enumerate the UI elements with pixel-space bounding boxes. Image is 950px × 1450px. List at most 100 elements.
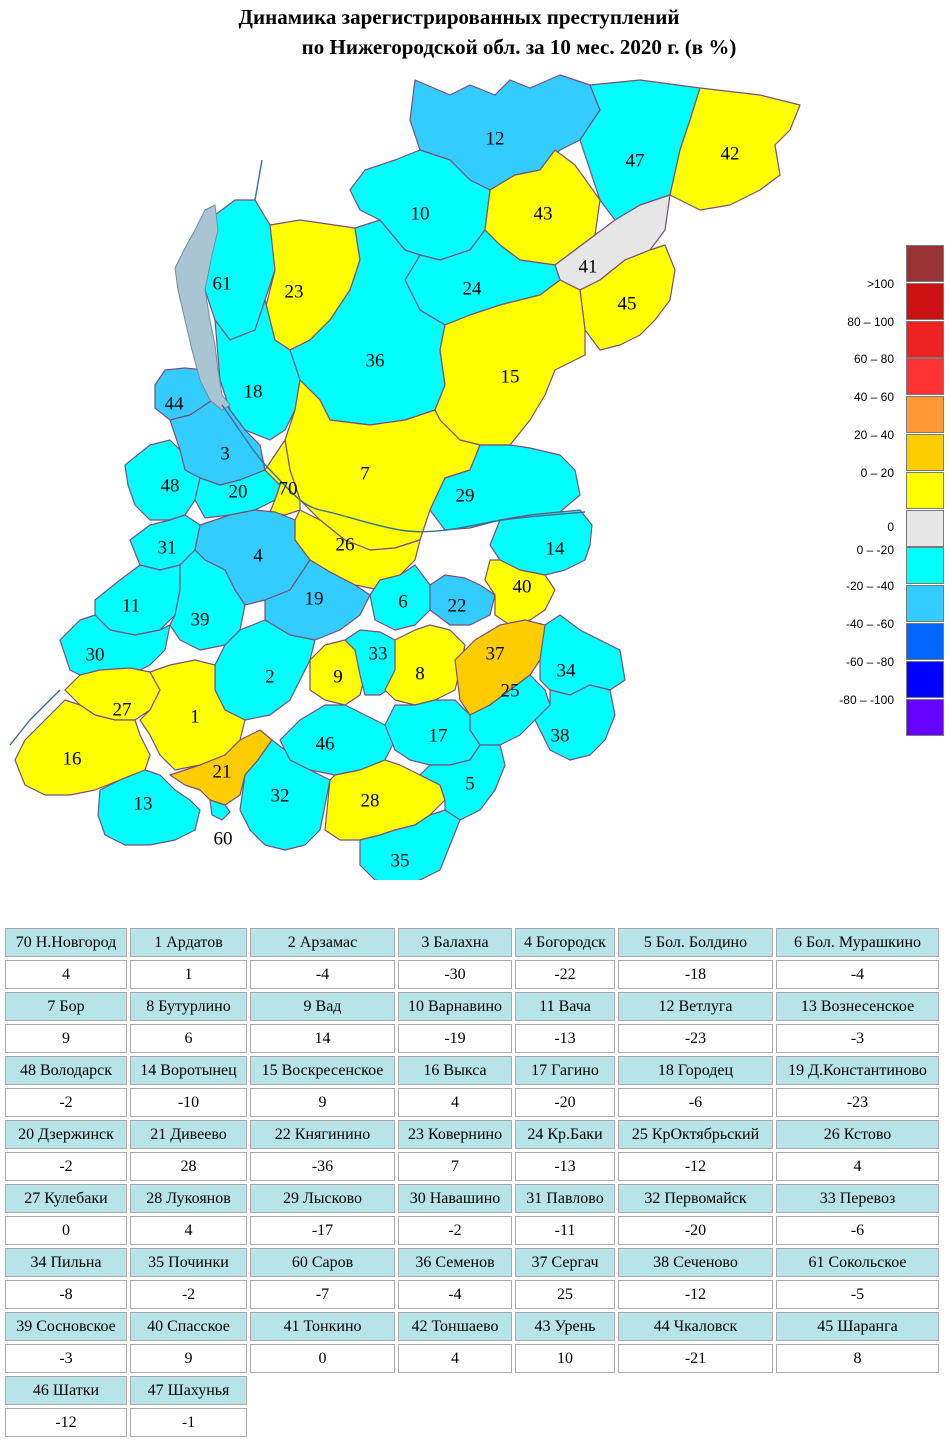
legend-swatch (906, 434, 944, 471)
district-value-cell: -2 (130, 1280, 247, 1309)
title-line-2: по Нижегородской обл. за 10 мес. 2020 г.… (301, 35, 737, 59)
district-name-cell: 22 Княгинино (250, 1120, 395, 1149)
district-name-cell: 13 Вознесенское (776, 992, 939, 1021)
region-label-42: 42 (721, 143, 740, 164)
table-header-row: 7 Бор 8 Бутурлино 9 Вад 10 Варнавино 11 Вача… (5, 992, 939, 1021)
empty-cell (250, 1376, 395, 1405)
legend-label: 0 – -20 (856, 543, 894, 558)
district-name-cell: 12 Ветлуга (618, 992, 773, 1021)
district-value-cell: 28 (130, 1152, 247, 1181)
district-name-cell: 70 Н.Новгород (5, 928, 127, 957)
district-name-cell: 31 Павлово (515, 1184, 615, 1213)
region-40 (484, 559, 556, 626)
region-label-5: 5 (465, 773, 475, 794)
district-value-cell: 14 (250, 1024, 395, 1053)
region-label-60: 60 (214, 828, 233, 849)
region-label-70: 70 (279, 478, 298, 499)
district-name-cell: 11 Вача (515, 992, 615, 1021)
legend-label: -20 – -40 (845, 579, 894, 594)
district-value-cell: -13 (515, 1152, 615, 1181)
region-label-1: 1 (190, 706, 200, 727)
district-value-cell: -23 (776, 1088, 939, 1117)
region-label-13: 13 (134, 793, 153, 814)
region-34 (539, 614, 626, 696)
region-label-29: 29 (456, 485, 475, 506)
district-value-cell: 9 (5, 1024, 127, 1053)
table-header-row: 39 Сосновское 40 Спасское 41 Тонкино 42 Тон… (5, 1312, 939, 1341)
district-name-cell: 10 Варнавино (398, 992, 512, 1021)
legend-label: 20 – 40 (853, 428, 894, 442)
river-0 (221, 404, 586, 533)
district-value-cell: 7 (398, 1152, 512, 1181)
color-legend: >100 80 – 100 60 – 80 40 – 60 20 – 40 0 – 20 0… (820, 245, 950, 736)
district-value-cell: 10 (515, 1344, 615, 1373)
map-title: Динамика зарегистрированных преступлений… (0, 2, 950, 62)
region-label-32: 32 (271, 785, 290, 806)
region-label-14: 14 (546, 538, 566, 559)
district-value-cell: -20 (618, 1216, 773, 1245)
district-table: 70 Н.Новгород 1 Ардатов 2 Арзамас 3 Балахна… (2, 925, 942, 1440)
region-label-19: 19 (305, 588, 324, 609)
region-label-46: 46 (316, 733, 335, 754)
region-label-48: 48 (161, 475, 180, 496)
district-name-cell: 26 Кстово (776, 1120, 939, 1149)
region-22 (429, 574, 496, 626)
region-label-35: 35 (391, 850, 410, 871)
district-name-cell: 29 Лысково (250, 1184, 395, 1213)
region-38 (534, 684, 616, 761)
district-name-cell: 15 Воскресенское (250, 1056, 395, 1085)
district-value-cell: -36 (250, 1152, 395, 1181)
district-name-cell: 25 КрОктябрьский (618, 1120, 773, 1149)
region-label-12: 12 (486, 128, 505, 149)
district-name-cell: 42 Тоншаево (398, 1312, 512, 1341)
district-value-cell: -13 (515, 1024, 615, 1053)
district-name-cell: 8 Бутурлино (130, 992, 247, 1021)
region-label-36: 36 (366, 350, 385, 371)
district-value-cell: -12 (618, 1280, 773, 1309)
district-name-cell: 7 Бор (5, 992, 127, 1021)
region-label-8: 8 (415, 663, 425, 684)
table-value-row: 9 6 14 -19 -13 -23 -3 (5, 1024, 939, 1053)
district-name-cell: 48 Володарск (5, 1056, 127, 1085)
district-name-cell: 43 Урень (515, 1312, 615, 1341)
region-label-30: 30 (86, 644, 105, 665)
legend-label: 0 – 20 (860, 465, 894, 480)
district-name-cell: 5 Бол. Болдино (618, 928, 773, 957)
region-label-4: 4 (253, 545, 263, 566)
region-label-31: 31 (158, 537, 177, 558)
legend-label: -40 – -60 (845, 617, 894, 631)
table-value-row: 0 4 -17 -2 -11 -20 -6 (5, 1216, 939, 1245)
table-value-row: -2 28 -36 7 -13 -12 4 (5, 1152, 939, 1181)
district-value-cell: -21 (618, 1344, 773, 1373)
table-header-row: 20 Дзержинск 21 Дивеево 22 Княгинино 23 Ков… (5, 1120, 939, 1149)
district-value-cell: -2 (5, 1152, 127, 1181)
table-value-row: -2 -10 9 4 -20 -6 -23 (5, 1088, 939, 1117)
district-value-cell: 4 (398, 1088, 512, 1117)
district-name-cell: 38 Сеченово (618, 1248, 773, 1277)
legend-swatch (906, 320, 944, 358)
region-label-11: 11 (122, 595, 140, 616)
empty-cell (250, 1408, 395, 1437)
district-value-cell: -3 (5, 1344, 127, 1373)
table-header-row: 27 Кулебаки 28 Лукоянов 29 Лысково 30 Наваш… (5, 1184, 939, 1213)
district-name-cell: 20 Дзержинск (5, 1120, 127, 1149)
table-value-row: 4 1 -4 -30 -22 -18 -4 (5, 960, 939, 989)
district-value-cell: 4 (776, 1152, 939, 1181)
region-label-23: 23 (285, 281, 304, 302)
district-value-cell: -4 (776, 960, 939, 989)
table-header-row: 34 Пильна 35 Починки 60 Саров 36 Семенов 37 … (5, 1248, 939, 1277)
region-label-39: 39 (191, 609, 210, 630)
region-35 (359, 809, 461, 880)
district-name-cell: 32 Первомайск (618, 1184, 773, 1213)
district-name-cell: 16 Выкса (398, 1056, 512, 1085)
district-name-cell: 41 Тонкино (250, 1312, 395, 1341)
district-value-cell: 4 (130, 1216, 247, 1245)
district-value-cell: 0 (5, 1216, 127, 1245)
region-label-18: 18 (244, 381, 263, 402)
region-label-26: 26 (336, 534, 355, 555)
district-name-cell: 3 Балахна (398, 928, 512, 957)
legend-swatch (906, 660, 944, 698)
district-value-cell: -10 (130, 1088, 247, 1117)
region-label-6: 6 (398, 591, 408, 612)
region-label-27: 27 (113, 699, 132, 720)
